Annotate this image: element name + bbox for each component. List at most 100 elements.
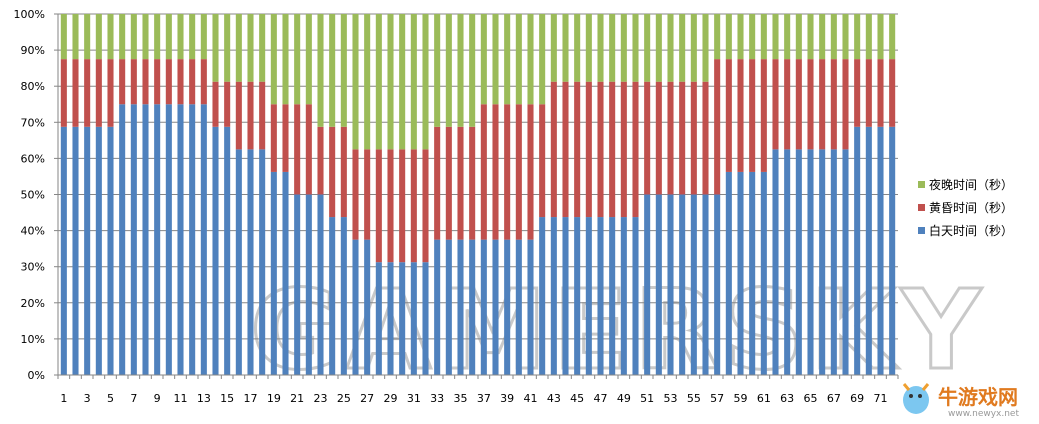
bar-segment-series-1 (95, 59, 102, 127)
bar-segment-series-0 (294, 194, 301, 375)
bar-segment-series-1 (737, 59, 744, 172)
bar-segment-series-0 (609, 217, 616, 375)
axes: 0%10%20%30%40%50%60%70%80%90%100%1 3 5 7 9 11… (14, 8, 899, 405)
bar-segment-series-0 (772, 149, 779, 375)
bar-segment-series-1 (632, 81, 639, 218)
bar-segment-series-1 (562, 81, 569, 218)
bar-segment-series-0 (819, 149, 826, 375)
bar-segment-series-2 (644, 14, 651, 82)
bar-segment-series-2 (492, 14, 499, 105)
x-tick-label: 27 (360, 392, 374, 405)
bar-segment-series-0 (375, 262, 382, 375)
bar-segment-series-2 (679, 14, 686, 82)
site-logo[interactable]: 牛游戏网 www.newyx.net (902, 383, 1019, 419)
x-tick-label: 43 (547, 392, 561, 405)
bar-segment-series-2 (842, 14, 849, 60)
bar-segment-series-2 (72, 14, 79, 60)
bar-segment-series-0 (784, 149, 791, 375)
x-tick-label: 53 (664, 392, 678, 405)
bar-segment-series-2 (854, 14, 861, 60)
y-tick-label: 80% (21, 80, 45, 93)
bar-segment-series-0 (165, 104, 172, 375)
bar-segment-series-2 (329, 14, 336, 127)
x-tick-label: 7 (130, 392, 137, 405)
bar-segment-series-0 (632, 217, 639, 375)
bar-segment-series-0 (574, 217, 581, 375)
bar-segment-series-0 (585, 217, 592, 375)
logo-url: www.newyx.net (948, 409, 1019, 419)
bar-segment-series-1 (364, 149, 371, 240)
x-tick-label: 13 (197, 392, 211, 405)
bar-segment-series-1 (177, 59, 184, 105)
x-tick-label: 57 (710, 392, 724, 405)
bar-segment-series-2 (445, 14, 452, 127)
bar-segment-series-2 (352, 14, 359, 150)
bar-segment-series-0 (877, 126, 884, 375)
bar-segment-series-1 (819, 59, 826, 150)
bar-segment-series-0 (469, 239, 476, 375)
bar-segment-series-1 (282, 104, 289, 172)
bar-segment-series-2 (119, 14, 126, 60)
bar-segment-series-2 (107, 14, 114, 60)
bar-segment-series-1 (399, 149, 406, 263)
x-tick-label: 71 (874, 392, 888, 405)
bar-segment-series-0 (340, 217, 347, 375)
bar-segment-series-0 (305, 194, 312, 375)
x-tick-label: 51 (640, 392, 654, 405)
bar-segment-series-0 (270, 171, 277, 375)
bar-segment-series-2 (235, 14, 242, 82)
bar-segment-series-0 (142, 104, 149, 375)
x-tick-label: 25 (337, 392, 351, 405)
bar-segment-series-0 (807, 149, 814, 375)
bar-segment-series-2 (562, 14, 569, 82)
bar-segment-series-2 (60, 14, 67, 60)
bar-segment-series-1 (340, 126, 347, 218)
bar-segment-series-1 (445, 126, 452, 240)
bar-segment-series-2 (702, 14, 709, 82)
x-tick-label: 45 (570, 392, 584, 405)
bar-segment-series-1 (352, 149, 359, 240)
bar-segment-series-1 (550, 81, 557, 218)
bar-segment-series-1 (317, 126, 324, 195)
x-tick-label: 63 (780, 392, 794, 405)
mascot-horns (902, 383, 930, 391)
bar-segment-series-1 (224, 81, 231, 127)
bar-segment-series-2 (130, 14, 137, 60)
bar-segment-series-2 (480, 14, 487, 105)
x-tick-label: 61 (757, 392, 771, 405)
bar-segment-series-1 (492, 104, 499, 240)
bar-segment-series-2 (655, 14, 662, 82)
mascot-icon (903, 386, 929, 414)
x-tick-label: 31 (407, 392, 421, 405)
x-tick-label: 37 (477, 392, 491, 405)
bar-segment-series-1 (259, 81, 266, 150)
bar-segment-series-0 (504, 239, 511, 375)
bar-segment-series-1 (807, 59, 814, 150)
bar-segment-series-1 (609, 81, 616, 218)
bar-segment-series-2 (609, 14, 616, 82)
bar-segment-series-1 (620, 81, 627, 218)
bar-segment-series-2 (294, 14, 301, 105)
bar-segment-series-0 (562, 217, 569, 375)
bar-segment-series-1 (644, 81, 651, 195)
legend: 夜晚时间（秒） 黄昏时间（秒） 白天时间（秒） (918, 177, 1013, 238)
y-tick-label: 10% (21, 333, 45, 346)
y-tick-label: 90% (21, 44, 45, 57)
bar-segment-series-0 (760, 171, 767, 375)
bar-segment-series-1 (235, 81, 242, 150)
y-tick-label: 40% (21, 225, 45, 238)
bar-segment-series-1 (329, 126, 336, 218)
bar-segment-series-1 (725, 59, 732, 172)
gridlines (58, 13, 898, 376)
bar-segment-series-2 (865, 14, 872, 60)
bar-segment-series-1 (889, 59, 896, 127)
bar-segment-series-0 (620, 217, 627, 375)
bar-segment-series-1 (655, 81, 662, 195)
bar-segment-series-1 (142, 59, 149, 105)
bar-segment-series-1 (469, 126, 476, 240)
x-tick-label: 35 (454, 392, 468, 405)
bar-segment-series-2 (527, 14, 534, 105)
y-tick-label: 60% (21, 152, 45, 165)
bar-segment-series-1 (539, 104, 546, 218)
x-tick-label: 5 (107, 392, 114, 405)
